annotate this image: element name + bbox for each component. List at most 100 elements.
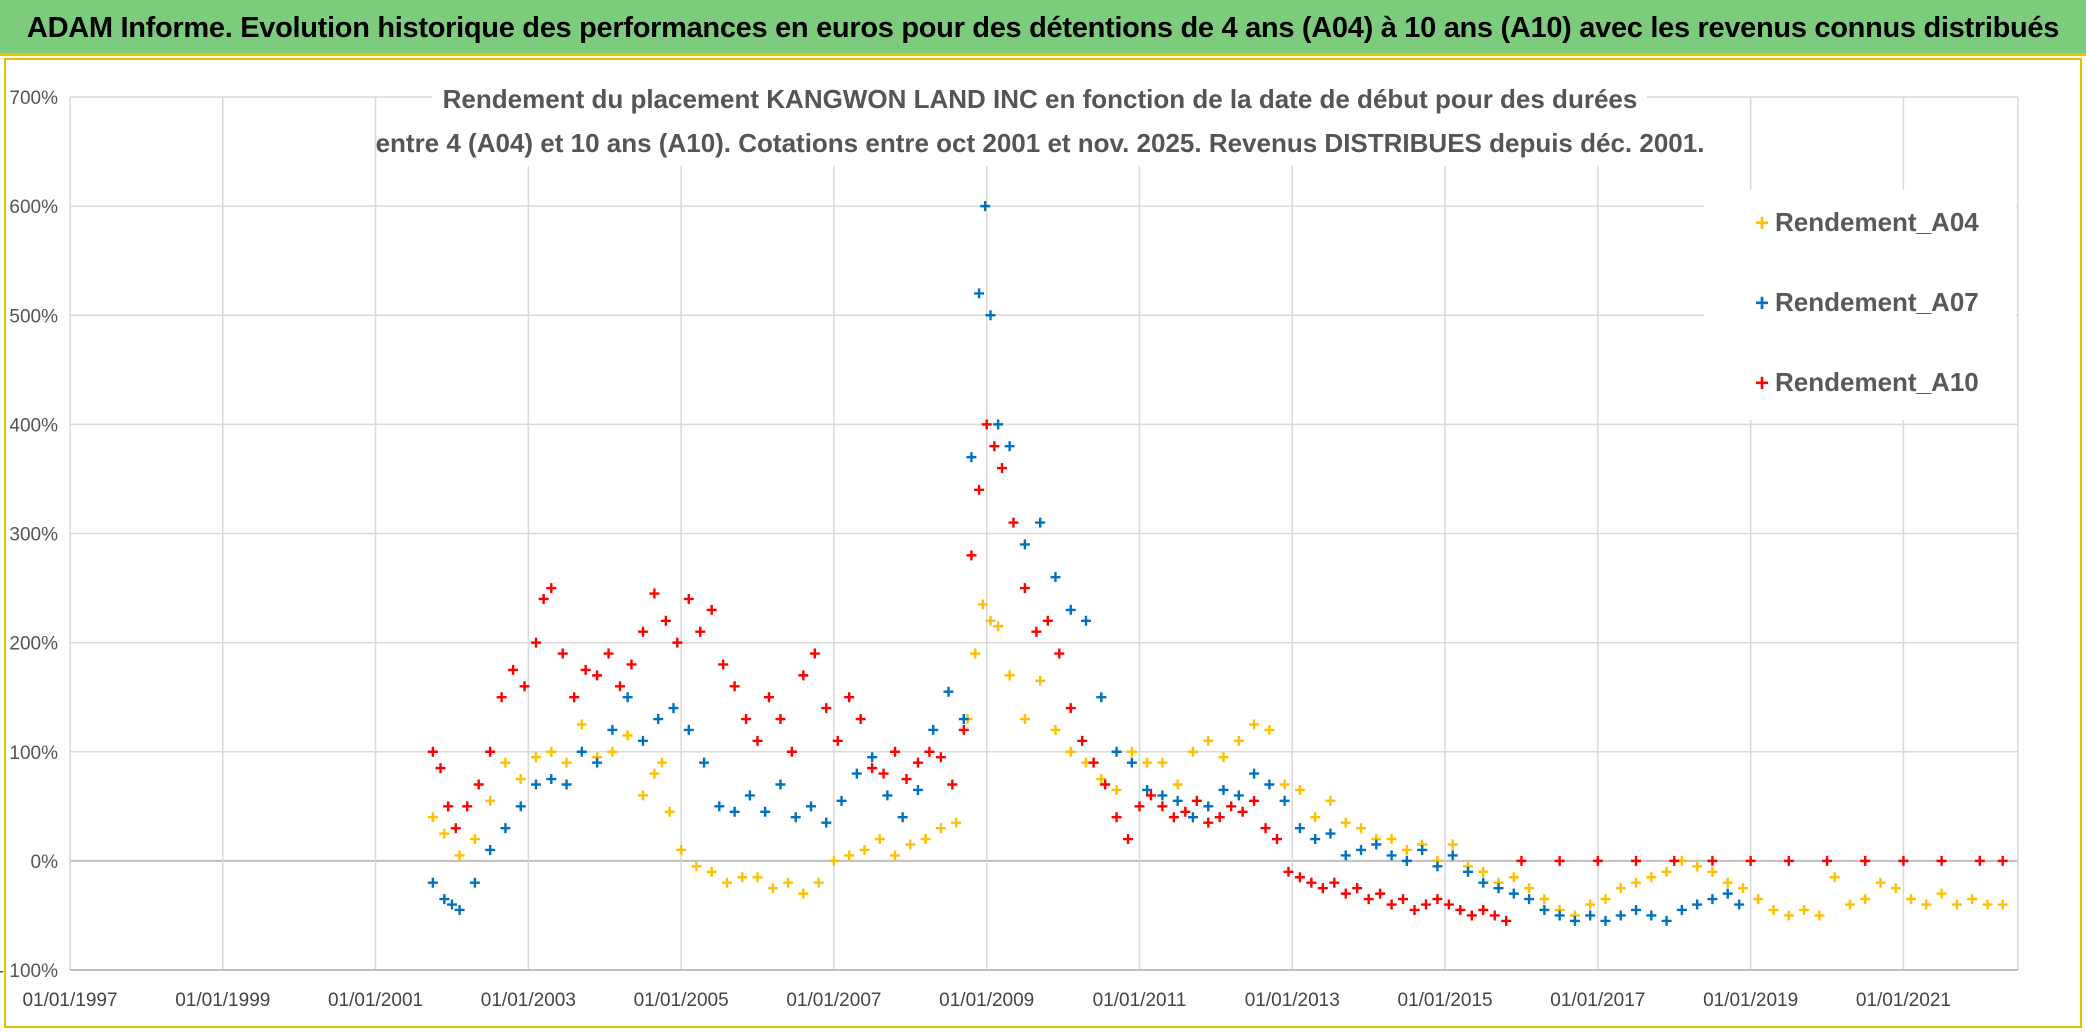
data-point [1325, 828, 1336, 839]
data-point [890, 746, 901, 757]
data-point [721, 877, 732, 888]
data-point [615, 681, 626, 692]
data-point [775, 714, 786, 725]
x-tick-label: 01/01/1997 [22, 990, 117, 1011]
data-point [1191, 795, 1202, 806]
data-point [821, 817, 832, 828]
data-point [1096, 774, 1107, 785]
data-point [912, 784, 923, 795]
data-point [1237, 806, 1248, 817]
data-point [844, 850, 855, 861]
title-background [432, 76, 1647, 166]
data-point [1065, 746, 1076, 757]
data-point [473, 779, 484, 790]
data-point [637, 735, 648, 746]
data-point [1035, 675, 1046, 686]
data-point [607, 724, 618, 735]
data-point [1737, 883, 1748, 894]
data-point [729, 806, 740, 817]
data-point [1157, 801, 1168, 812]
data-point [1123, 834, 1134, 845]
data-point [1157, 757, 1168, 768]
data-point [1420, 899, 1431, 910]
data-point [500, 823, 511, 834]
data-point [966, 550, 977, 561]
data-point [752, 735, 763, 746]
data-point [1325, 795, 1336, 806]
legend-marker-a10: + [1755, 370, 1769, 397]
data-point [1157, 790, 1168, 801]
data-point [905, 839, 916, 850]
data-point [561, 757, 572, 768]
data-point [1126, 746, 1137, 757]
data-point [912, 757, 923, 768]
x-tick-label: 01/01/2003 [481, 990, 576, 1011]
data-point [1478, 866, 1489, 877]
data-point [836, 795, 847, 806]
data-point [1936, 855, 1947, 866]
data-point [637, 790, 648, 801]
data-point [1707, 866, 1718, 877]
data-point [958, 724, 969, 735]
data-point [1356, 823, 1367, 834]
data-point [993, 621, 1004, 632]
data-point [760, 806, 771, 817]
data-point [439, 828, 450, 839]
data-point [1783, 910, 1794, 921]
series-rendement-a04 [427, 599, 2008, 921]
data-point [798, 888, 809, 899]
data-point [1982, 899, 1993, 910]
data-point [1019, 539, 1030, 550]
data-point [1375, 888, 1386, 899]
y-tick-label: 0% [31, 852, 59, 873]
data-point [1669, 855, 1680, 866]
x-tick-label: 01/01/2007 [786, 990, 881, 1011]
data-point [1329, 877, 1340, 888]
data-point [1462, 866, 1473, 877]
data-point [683, 724, 694, 735]
data-point [1356, 844, 1367, 855]
data-point [664, 806, 675, 817]
data-point [1214, 812, 1225, 823]
data-point [1310, 834, 1321, 845]
data-point [500, 757, 511, 768]
data-point [538, 593, 549, 604]
data-point [622, 730, 633, 741]
data-point [752, 872, 763, 883]
data-point [691, 861, 702, 872]
data-point [668, 703, 679, 714]
legend-label-a10: Rendement_A10 [1775, 367, 1979, 397]
data-point [1631, 904, 1642, 915]
data-point [1203, 817, 1214, 828]
data-point [1417, 844, 1428, 855]
data-point [561, 779, 572, 790]
data-point [798, 670, 809, 681]
data-point [462, 801, 473, 812]
data-point [1631, 855, 1642, 866]
data-point [1478, 877, 1489, 888]
data-point [1233, 735, 1244, 746]
data-point [935, 752, 946, 763]
data-point [855, 714, 866, 725]
data-point [1065, 703, 1076, 714]
data-point [1294, 784, 1305, 795]
data-point [1524, 894, 1535, 905]
data-point [1004, 670, 1015, 681]
data-point [1272, 834, 1282, 845]
data-point [729, 681, 740, 692]
data-point [980, 201, 991, 212]
data-point [844, 692, 855, 703]
data-point [1050, 572, 1061, 583]
data-point [1447, 839, 1458, 850]
data-point [1829, 872, 1840, 883]
data-point [1264, 724, 1275, 735]
data-point [1875, 877, 1886, 888]
data-point [767, 883, 778, 894]
data-point [695, 626, 706, 637]
data-point [485, 795, 496, 806]
data-point [763, 692, 774, 703]
data-point [1569, 915, 1580, 926]
data-point [1264, 779, 1275, 790]
y-tick-label: 700% [9, 88, 58, 109]
legend-label-a07: Rendement_A07 [1775, 287, 1979, 317]
